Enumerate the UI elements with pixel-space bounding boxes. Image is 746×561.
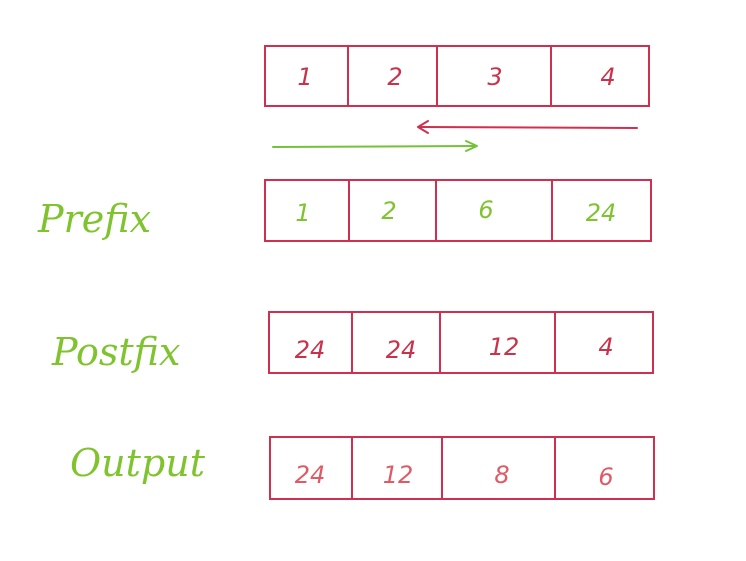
prefix-array-frame — [264, 179, 652, 242]
output-array-frame — [269, 436, 655, 500]
prefix-cell-4: 24 — [586, 199, 617, 227]
input-cell-3: 3 — [487, 63, 502, 91]
suffix-arrow-shaft — [419, 126, 638, 129]
postfix-cell-3: 12 — [489, 333, 520, 361]
input-cell-1: 1 — [297, 63, 312, 91]
postfix-cell-1: 24 — [295, 336, 326, 364]
prefix-cell-3: 6 — [478, 196, 493, 224]
prefix-array: 1 2 6 24 — [264, 179, 652, 242]
suffix-arrow-head — [417, 120, 429, 134]
prefix-cell-1: 1 — [295, 199, 310, 227]
postfix-array-frame — [268, 311, 654, 374]
output-cell-3: 8 — [494, 461, 509, 489]
postfix-cell-4: 4 — [598, 333, 613, 361]
input-cell-4: 4 — [600, 63, 615, 91]
prefix-cell-2: 2 — [381, 197, 396, 225]
prefix-direction-arrow — [272, 140, 478, 152]
prefix-label: Prefix — [37, 197, 151, 241]
prefix-arrow-head — [465, 140, 478, 152]
input-array-frame — [264, 45, 650, 107]
output-cell-1: 24 — [295, 461, 326, 489]
prefix-arrow-shaft — [272, 145, 476, 148]
postfix-label: Postfix — [51, 330, 180, 374]
postfix-array: 24 24 12 4 — [268, 311, 654, 374]
suffix-direction-arrow — [417, 120, 638, 134]
output-cell-2: 12 — [383, 461, 414, 489]
output-array: 24 12 8 6 — [269, 436, 655, 500]
input-cell-2: 2 — [387, 63, 402, 91]
input-array: 1 2 3 4 — [264, 45, 650, 107]
output-cell-4: 6 — [598, 463, 613, 491]
postfix-cell-2: 24 — [386, 336, 417, 364]
output-label: Output — [70, 441, 206, 485]
